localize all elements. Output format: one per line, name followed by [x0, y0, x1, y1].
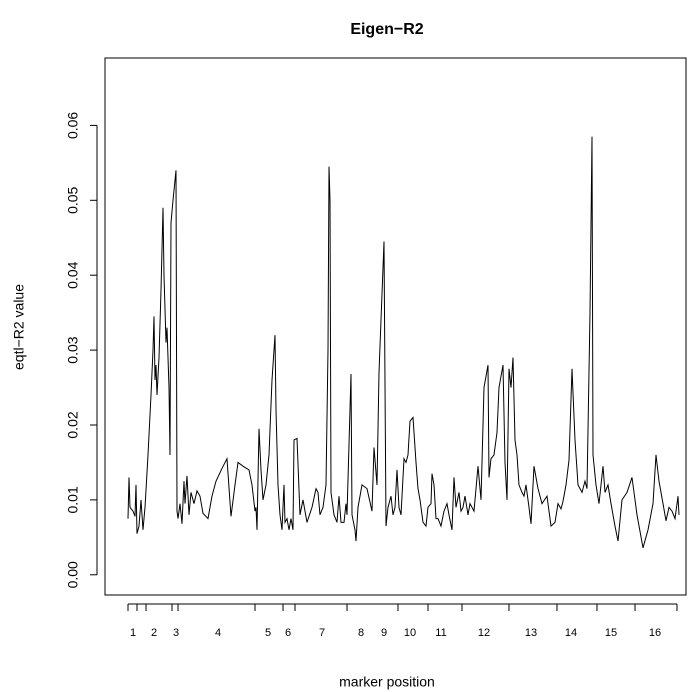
x-tick-label: 8	[358, 627, 364, 639]
y-axis-label: eqtl−R2 value	[11, 284, 27, 370]
x-tick-label: 13	[525, 627, 537, 639]
x-tick-label: 14	[565, 627, 577, 639]
y-tick-label: 0.02	[65, 411, 81, 438]
data-line	[127, 136, 680, 548]
x-tick-label: 16	[649, 627, 661, 639]
y-tick-label: 0.05	[65, 186, 81, 213]
y-tick-label: 0.01	[65, 486, 81, 513]
x-tick-label: 15	[605, 627, 617, 639]
x-tick-label: 1	[130, 627, 136, 639]
x-tick-label: 7	[319, 627, 325, 639]
x-tick-label: 9	[381, 627, 387, 639]
y-tick-label: 0.04	[65, 261, 81, 288]
x-tick-label: 11	[435, 627, 446, 639]
x-axis-label: marker position	[339, 674, 435, 690]
x-tick-label: 3	[173, 627, 179, 639]
plot-box	[104, 57, 687, 596]
chart-title: Eigen−R2	[350, 21, 423, 38]
y-tick-label: 0.03	[65, 336, 81, 363]
y-tick-label: 0.06	[65, 112, 81, 139]
y-tick-label: 0.00	[65, 561, 81, 588]
x-tick-label: 4	[215, 627, 221, 639]
x-tick-label: 10	[404, 627, 416, 639]
x-tick-label: 6	[285, 627, 291, 639]
x-tick-label: 2	[151, 627, 157, 639]
x-tick-label: 12	[478, 627, 490, 639]
x-tick-label: 5	[265, 627, 271, 639]
